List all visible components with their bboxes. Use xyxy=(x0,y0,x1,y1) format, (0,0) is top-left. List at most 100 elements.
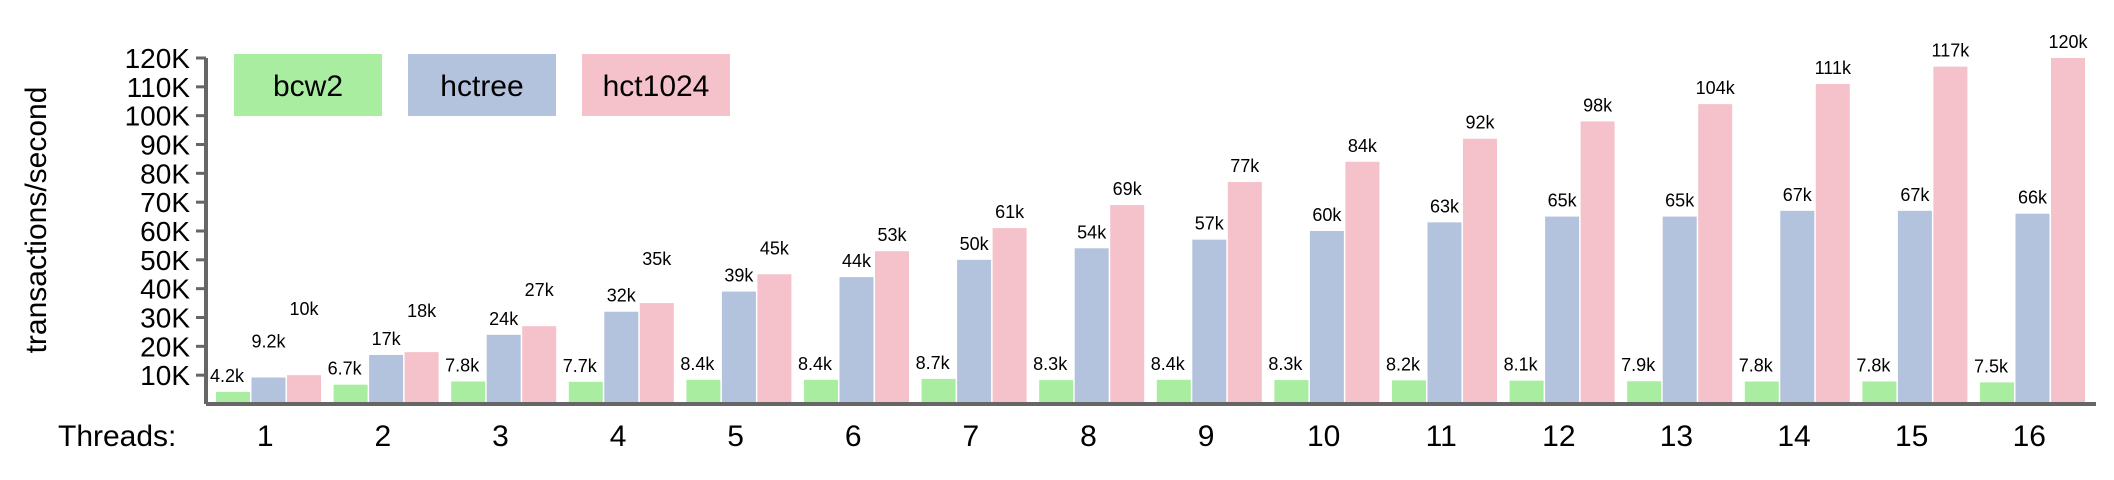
x-tick-label: 11 xyxy=(1426,420,1457,453)
bar-hct1024-15 xyxy=(1933,66,1968,403)
bar-hctree-9 xyxy=(1192,239,1227,402)
legend-swatch-hct1024 xyxy=(582,54,730,116)
bar-bcw2-6 xyxy=(804,379,838,402)
value-label-hct1024-4: 35k xyxy=(642,249,672,269)
x-axis-title: Threads: xyxy=(58,420,176,453)
value-label-hctree-1: 9.2k xyxy=(251,331,286,351)
value-label-hct1024-8: 69k xyxy=(1113,179,1143,199)
value-label-bcw2-3: 7.8k xyxy=(445,356,480,376)
x-tick-label: 16 xyxy=(2013,420,2046,453)
x-tick-label: 5 xyxy=(727,420,744,453)
x-tick-label: 7 xyxy=(963,420,980,453)
bar-bcw2-5 xyxy=(686,379,721,402)
x-tick-label: 6 xyxy=(845,420,862,453)
bar-bcw2-1 xyxy=(216,391,250,402)
bar-hctree-3 xyxy=(486,334,521,402)
value-label-hctree-8: 54k xyxy=(1077,222,1107,242)
y-tick-label: 80K xyxy=(140,158,190,189)
value-label-bcw2-7: 8.7k xyxy=(916,353,951,373)
bar-hctree-15 xyxy=(1897,210,1932,402)
bar-hctree-4 xyxy=(604,311,639,402)
bar-hct1024-16 xyxy=(2051,58,2085,402)
bar-hct1024-9 xyxy=(1227,181,1262,402)
bar-bcw2-7 xyxy=(921,378,956,402)
axes xyxy=(196,56,2096,406)
bar-hct1024-12 xyxy=(1580,121,1615,402)
value-label-hctree-16: 66k xyxy=(2018,188,2048,208)
bar-bcw2-4 xyxy=(568,381,603,402)
x-tick-label: 14 xyxy=(1777,420,1810,453)
x-tick-label: 10 xyxy=(1307,420,1340,453)
y-tick-label: 10K xyxy=(140,360,190,391)
value-label-bcw2-15: 7.8k xyxy=(1856,356,1891,376)
y-tick-label: 70K xyxy=(140,187,190,218)
value-label-hct1024-3: 27k xyxy=(525,280,555,300)
value-label-bcw2-5: 8.4k xyxy=(680,354,715,374)
bar-hctree-10 xyxy=(1309,231,1344,402)
value-label-hctree-14: 67k xyxy=(1783,185,1813,205)
bar-hct1024-14 xyxy=(1815,83,1850,402)
value-label-hctree-10: 60k xyxy=(1312,205,1342,225)
value-label-hctree-13: 65k xyxy=(1665,191,1695,211)
value-label-hctree-5: 39k xyxy=(724,266,754,286)
x-tick-labels: 1 2 3 4 5 6 7 8 9 10 11 12 13 14 15 16 xyxy=(257,420,2046,453)
bar-bcw2-10 xyxy=(1274,380,1309,402)
bar-bcw2-15 xyxy=(1862,381,1897,402)
bar-bcw2-9 xyxy=(1156,379,1191,402)
value-label-hctree-11: 63k xyxy=(1430,196,1460,216)
value-label-hct1024-6: 53k xyxy=(877,225,907,245)
bars xyxy=(216,58,2085,403)
value-label-bcw2-12: 8.1k xyxy=(1504,355,1539,375)
value-label-hctree-3: 24k xyxy=(489,309,519,329)
bar-hct1024-1 xyxy=(287,375,321,402)
bar-bcw2-11 xyxy=(1392,380,1426,402)
x-tick-label: 4 xyxy=(610,420,627,453)
value-label-bcw2-9: 8.4k xyxy=(1151,354,1186,374)
y-tick-label: 100K xyxy=(125,101,191,132)
value-label-bcw2-8: 8.3k xyxy=(1033,354,1068,374)
x-tick-label: 3 xyxy=(492,420,509,453)
bar-hctree-7 xyxy=(957,259,992,402)
value-label-hct1024-13: 104k xyxy=(1696,78,1736,98)
y-tick-label: 50K xyxy=(140,245,190,276)
y-tick-label: 110K xyxy=(127,72,191,103)
bar-hct1024-13 xyxy=(1698,104,1733,402)
value-label-hct1024-5: 45k xyxy=(760,238,790,258)
bar-hctree-1 xyxy=(251,377,286,402)
value-label-hctree-9: 57k xyxy=(1195,214,1225,234)
value-label-hct1024-2: 18k xyxy=(407,301,437,321)
value-label-bcw2-4: 7.7k xyxy=(563,356,598,376)
value-label-hct1024-12: 98k xyxy=(1583,95,1613,115)
legend-label-hctree: hctree xyxy=(440,70,523,103)
value-label-hctree-4: 32k xyxy=(607,286,637,306)
y-tick-label: 90K xyxy=(140,130,190,161)
value-label-hct1024-7: 61k xyxy=(995,202,1025,222)
value-label-hct1024-11: 92k xyxy=(1465,113,1495,133)
value-label-hct1024-1: 10k xyxy=(289,299,319,319)
bar-hctree-14 xyxy=(1780,210,1815,402)
value-label-bcw2-11: 8.2k xyxy=(1386,354,1421,374)
value-label-hct1024-16: 120k xyxy=(2048,32,2088,52)
x-tick-label: 9 xyxy=(1198,420,1215,453)
legend-swatch-bcw2 xyxy=(234,54,382,116)
legend-label-bcw2: bcw2 xyxy=(273,70,343,103)
y-axis-label: transactions/second xyxy=(20,87,53,354)
x-tick-label: 8 xyxy=(1080,420,1097,453)
value-label-hctree-7: 50k xyxy=(960,234,990,254)
value-label-bcw2-2: 6.7k xyxy=(328,359,363,379)
y-tick-label: 60K xyxy=(140,216,190,247)
value-label-hctree-15: 67k xyxy=(1900,185,1930,205)
bar-bcw2-3 xyxy=(451,381,486,402)
value-label-hct1024-14: 111k xyxy=(1815,58,1852,78)
bar-hct1024-11 xyxy=(1463,138,1497,402)
value-label-hct1024-9: 77k xyxy=(1230,156,1260,176)
value-label-bcw2-1: 4.2k xyxy=(210,366,245,386)
bar-hct1024-8 xyxy=(1110,205,1145,402)
value-label-bcw2-13: 7.9k xyxy=(1621,355,1656,375)
value-label-bcw2-16: 7.5k xyxy=(1974,356,2009,376)
bar-hctree-16 xyxy=(2015,213,2050,402)
bar-hctree-12 xyxy=(1545,216,1580,402)
value-label-bcw2-6: 8.4k xyxy=(798,354,833,374)
